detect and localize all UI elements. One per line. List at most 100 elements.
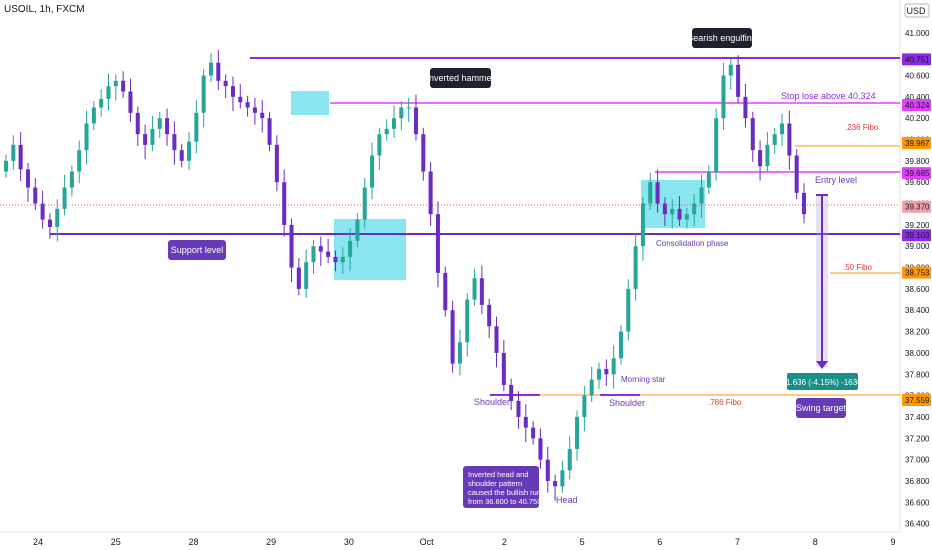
candle-body xyxy=(238,96,243,103)
morning-star-text: Morning star xyxy=(621,375,666,384)
consolidation-text: Consolidation phase xyxy=(656,239,729,248)
candlestick-series xyxy=(3,49,807,501)
time-axis[interactable]: 24 25 28 29 30 Oct 2 5 6 7 8 9 xyxy=(33,537,896,547)
candle-body xyxy=(421,134,426,172)
candle-body xyxy=(384,128,389,135)
candle-body xyxy=(179,150,184,161)
candle-body xyxy=(787,123,792,156)
x-tick-label: 30 xyxy=(344,537,354,547)
candle-body xyxy=(736,64,741,97)
candle-body xyxy=(252,107,257,113)
bearish-engulfing-text: Bearish engulfing xyxy=(687,33,757,43)
price-axis[interactable]: 41.00040.75140.60040.40040.32440.20040.0… xyxy=(902,29,931,529)
candle-body xyxy=(318,246,323,252)
candle-body xyxy=(47,219,52,228)
y-tick-label: 39.103 xyxy=(905,231,930,240)
currency-badge[interactable]: USD xyxy=(904,3,930,18)
fibo-236-text: .236 Fibo xyxy=(845,123,879,132)
candle-body xyxy=(633,246,638,289)
candle-body xyxy=(172,134,177,151)
candle-body xyxy=(567,448,572,471)
y-tick-label: 40.400 xyxy=(905,93,930,102)
candle-body xyxy=(25,169,30,188)
candle-body xyxy=(509,384,514,401)
support-level-callout[interactable]: Support level xyxy=(168,240,226,260)
y-tick-label: 38.600 xyxy=(905,285,930,294)
y-tick-label: 38.753 xyxy=(905,269,930,278)
x-tick-label: 8 xyxy=(813,537,818,547)
pattern-note-line-2: shoulder pattern xyxy=(468,479,522,488)
candle-body xyxy=(296,267,301,289)
x-tick-label: 25 xyxy=(111,537,121,547)
candle-body xyxy=(582,395,587,417)
measure-arrow-head-icon xyxy=(816,361,828,369)
candle-body xyxy=(589,379,594,396)
candle-body xyxy=(340,256,345,263)
candle-body xyxy=(531,427,536,439)
swing-target-callout[interactable]: Swing target xyxy=(796,398,847,418)
candle-body xyxy=(699,187,704,204)
currency-label: USD xyxy=(906,6,926,16)
candle-body xyxy=(538,438,543,460)
y-tick-label: 41.000 xyxy=(905,29,930,38)
candle-body xyxy=(216,62,221,81)
candle-body xyxy=(62,187,67,209)
candle-body xyxy=(267,118,272,145)
y-tick-label: 39.800 xyxy=(905,157,930,166)
candle-body xyxy=(187,141,192,161)
pattern-note-line-4: from 36.600 to 40.750 xyxy=(468,497,541,506)
measure-label[interactable]: -1.636 (-4.15%) -1636 xyxy=(783,373,862,390)
candle-body xyxy=(487,304,492,327)
y-tick-label: 37.200 xyxy=(905,434,930,443)
x-tick-label: 9 xyxy=(890,537,895,547)
stop-loss-text: Stop lose above 40.324 xyxy=(781,91,876,101)
consolidation-box-1 xyxy=(291,91,329,115)
measure-text: -1.636 (-4.15%) -1636 xyxy=(783,378,862,387)
inverted-hammer-callout[interactable]: Inverted hammer xyxy=(426,68,495,88)
price-label-badge xyxy=(902,393,931,406)
y-tick-label: 39.370 xyxy=(905,203,930,212)
candle-body xyxy=(157,118,162,129)
candle-body xyxy=(706,171,711,188)
y-tick-label: 38.000 xyxy=(905,349,930,358)
price-label-badge xyxy=(902,137,931,150)
candle-body xyxy=(135,112,140,135)
candle-body xyxy=(113,80,118,87)
y-tick-label: 39.967 xyxy=(905,139,930,148)
candle-body xyxy=(128,91,133,113)
candle-body xyxy=(311,246,316,263)
candle-body xyxy=(655,182,660,204)
candle-body xyxy=(201,75,206,113)
y-tick-label: 40.200 xyxy=(905,114,930,123)
support-level-text: Support level xyxy=(171,245,224,255)
candle-body xyxy=(516,400,521,417)
candle-body xyxy=(801,192,807,215)
candle-body xyxy=(362,187,367,220)
y-tick-label: 37.559 xyxy=(905,396,930,405)
candle-body xyxy=(406,107,411,109)
pattern-note-callout[interactable]: Inverted head and shoulder pattern cause… xyxy=(463,466,541,508)
candle-body xyxy=(121,80,126,92)
candle-body xyxy=(684,214,689,220)
candle-body xyxy=(626,288,631,332)
bearish-engulfing-callout[interactable]: Bearish engulfing xyxy=(687,28,757,48)
entry-level-text: Entry level xyxy=(815,175,857,185)
candle-body xyxy=(3,160,9,172)
candle-body xyxy=(545,459,550,481)
y-tick-label: 39.000 xyxy=(905,242,930,251)
price-label-badge xyxy=(902,229,931,242)
candle-body xyxy=(728,64,733,76)
candle-body xyxy=(84,123,89,151)
candle-body xyxy=(765,144,770,167)
candle-body xyxy=(194,112,199,142)
x-tick-label: 7 xyxy=(735,537,740,547)
shoulder-left-text: Shoulder xyxy=(474,397,510,407)
price-label-badge xyxy=(902,200,931,213)
candle-body xyxy=(326,251,331,257)
candle-body xyxy=(55,208,60,228)
y-tick-label: 36.800 xyxy=(905,477,930,486)
candle-body xyxy=(677,208,682,220)
candle-body xyxy=(223,80,228,87)
candle-body xyxy=(208,62,214,76)
